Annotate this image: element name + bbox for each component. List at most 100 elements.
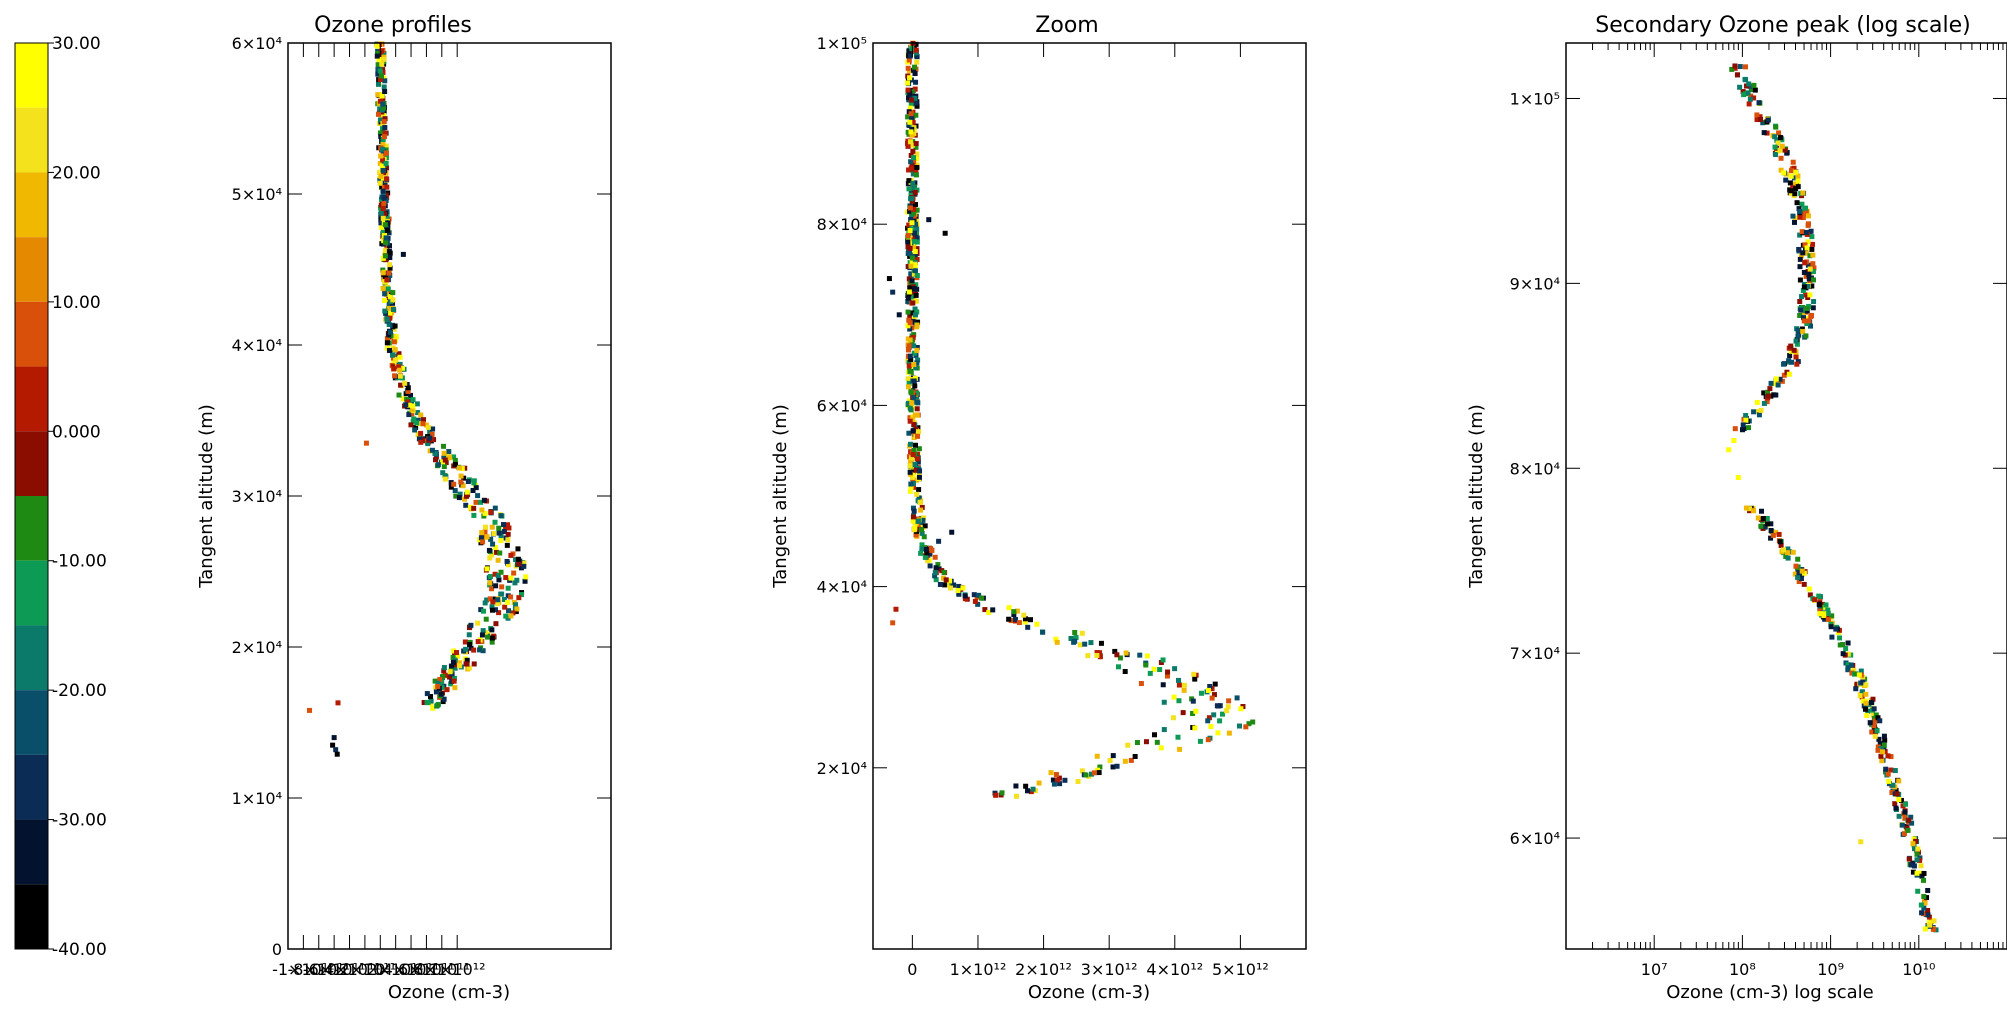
data-point	[1030, 786, 1036, 792]
data-point	[913, 50, 919, 56]
data-point	[937, 581, 943, 587]
data-point	[452, 685, 458, 691]
data-point	[919, 504, 925, 510]
data-point	[492, 505, 498, 511]
data-point	[914, 156, 920, 162]
data-point	[510, 610, 516, 616]
data-point	[1922, 926, 1928, 932]
data-point	[1191, 671, 1197, 677]
data-point	[1013, 783, 1019, 789]
data-point	[1809, 283, 1815, 289]
data-point	[380, 188, 386, 194]
data-point	[1745, 425, 1751, 431]
data-point	[1122, 758, 1128, 764]
data-point	[917, 468, 923, 474]
data-point	[1740, 422, 1746, 428]
data-point	[909, 291, 915, 297]
data-point	[922, 554, 928, 560]
data-point	[1110, 753, 1116, 759]
data-point	[1876, 736, 1882, 742]
data-point	[912, 306, 918, 312]
x-tick-label: 3×10¹²	[1081, 960, 1138, 979]
data-point	[488, 536, 494, 542]
data-point	[914, 390, 920, 396]
data-point	[910, 148, 916, 154]
data-point	[467, 641, 473, 647]
data-point	[943, 577, 949, 583]
data-point	[1910, 869, 1916, 875]
data-point	[451, 454, 457, 460]
data-point	[1804, 245, 1810, 251]
data-point	[922, 523, 928, 529]
data-point	[504, 558, 510, 564]
data-point	[1075, 778, 1081, 784]
data-point	[505, 600, 511, 606]
data-point	[441, 665, 447, 671]
data-point	[1801, 318, 1807, 324]
data-point	[377, 130, 383, 136]
data-point	[501, 597, 507, 603]
data-point	[909, 142, 915, 148]
data-point	[471, 661, 477, 667]
data-point	[482, 510, 488, 516]
data-point	[1238, 706, 1244, 712]
data-point	[1805, 283, 1811, 289]
data-point	[447, 674, 453, 680]
data-point	[460, 483, 466, 489]
chart-ozone-profiles: Ozone profiles -1×10¹²-8×10¹¹-6×10¹¹-4×1…	[196, 13, 612, 1003]
data-point	[481, 513, 487, 519]
data-point	[508, 594, 514, 600]
data-point	[906, 360, 912, 366]
data-point	[496, 530, 502, 536]
data-point	[1772, 144, 1778, 150]
data-point	[1758, 116, 1764, 122]
data-point	[471, 480, 477, 486]
data-point	[1878, 753, 1884, 759]
data-point	[1747, 506, 1753, 512]
data-point	[910, 472, 916, 478]
data-point	[1219, 711, 1225, 717]
data-point	[381, 201, 387, 207]
data-point	[413, 424, 419, 430]
data-point	[1758, 407, 1764, 413]
data-point	[382, 125, 388, 131]
data-point	[478, 607, 484, 613]
data-point	[913, 201, 919, 207]
data-point	[384, 184, 390, 190]
data-point	[380, 229, 386, 235]
data-point	[397, 354, 403, 360]
data-point	[915, 459, 921, 465]
data-point	[392, 373, 398, 379]
data-point	[914, 322, 920, 328]
data-point	[1096, 770, 1102, 776]
data-point	[1805, 213, 1811, 219]
data-point	[333, 747, 339, 753]
data-point	[451, 675, 457, 681]
data-point	[386, 322, 392, 328]
data-point	[391, 339, 397, 345]
data-point	[432, 451, 438, 457]
data-point	[1845, 640, 1851, 646]
colorbar-band	[15, 107, 48, 173]
x-tick-label: 10¹⁰	[1902, 960, 1935, 979]
data-point	[1138, 681, 1144, 687]
data-point	[513, 602, 519, 608]
data-point	[1796, 570, 1802, 576]
data-point	[1034, 621, 1040, 627]
data-point	[1143, 739, 1149, 745]
data-point	[1746, 101, 1752, 107]
data-point	[923, 547, 929, 553]
data-point	[382, 274, 388, 280]
data-point	[1881, 745, 1887, 751]
data-point	[377, 117, 383, 123]
data-point	[390, 297, 396, 303]
data-point	[433, 689, 439, 695]
data-point	[1766, 393, 1772, 399]
data-point	[1737, 84, 1743, 90]
data-point	[905, 376, 911, 382]
data-point	[381, 84, 387, 90]
data-point	[477, 647, 483, 653]
data-point	[1756, 409, 1762, 415]
data-point	[382, 116, 388, 122]
data-point	[908, 263, 914, 269]
